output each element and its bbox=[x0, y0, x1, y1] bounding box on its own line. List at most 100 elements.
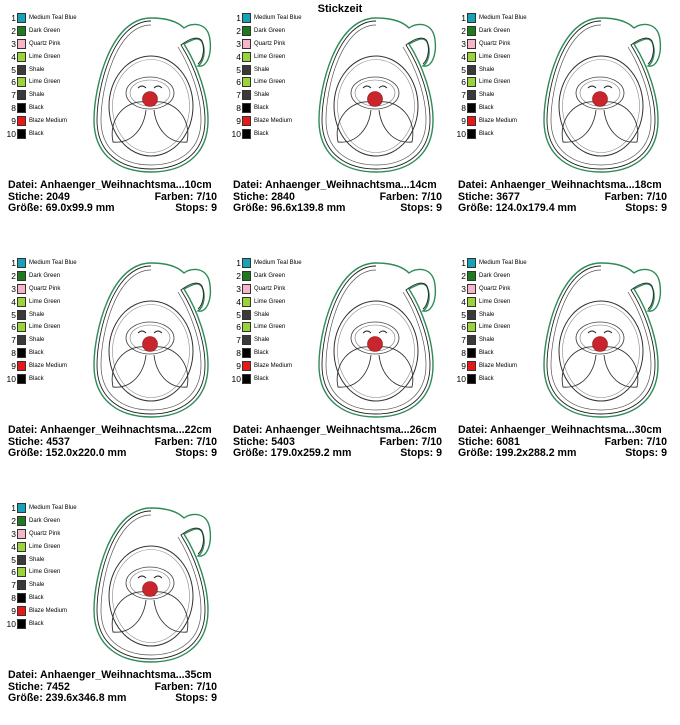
color-swatch bbox=[242, 38, 251, 49]
legend-color-name: Blaze Medium bbox=[29, 607, 68, 614]
legend-number: 2 bbox=[11, 271, 16, 282]
color-swatch bbox=[17, 335, 26, 346]
color-swatch bbox=[242, 283, 251, 294]
legend-item: 5 Shale bbox=[4, 308, 77, 321]
legend-item: 1 Medium Teal Blue bbox=[229, 257, 302, 270]
legend-item: 10 Black bbox=[229, 127, 302, 140]
legend-number: 5 bbox=[11, 554, 16, 565]
legend-item: 10 Black bbox=[454, 127, 527, 140]
color-swatch bbox=[242, 335, 251, 346]
legend-item: 4 Lime Green bbox=[454, 50, 527, 63]
legend-color-name: Lime Green bbox=[479, 79, 511, 86]
color-legend: 1 Medium Teal Blue 2 Dark Green 3 Quartz Pink… bbox=[454, 12, 527, 140]
design-card: 1 Medium Teal Blue 2 Dark Green 3 Quartz Pink… bbox=[0, 0, 224, 235]
color-count: Farben: 7/10 bbox=[604, 435, 667, 448]
design-size: Größe: 179.0x259.2 mm bbox=[233, 447, 352, 460]
color-swatch bbox=[17, 115, 26, 126]
embroidery-design-preview bbox=[318, 17, 437, 173]
stitch-count: Stiche: 6081 bbox=[458, 435, 520, 448]
legend-item: 8 Black bbox=[229, 102, 302, 115]
legend-number: 4 bbox=[236, 51, 241, 62]
legend-item: 7 Shale bbox=[454, 89, 527, 102]
color-swatch bbox=[17, 128, 26, 139]
legend-color-name: Dark Green bbox=[29, 518, 61, 525]
legend-number: 3 bbox=[11, 528, 16, 539]
color-swatch bbox=[17, 102, 26, 113]
legend-color-name: Shale bbox=[254, 92, 270, 99]
legend-item: 8 Black bbox=[4, 347, 77, 360]
legend-number: 5 bbox=[236, 64, 241, 75]
color-swatch bbox=[467, 373, 476, 384]
legend-number: 8 bbox=[461, 102, 466, 113]
color-swatch bbox=[242, 13, 251, 24]
legend-color-name: Shale bbox=[479, 337, 495, 344]
legend-color-name: Black bbox=[29, 104, 44, 111]
color-swatch bbox=[17, 503, 26, 514]
legend-item: 6 Lime Green bbox=[454, 76, 527, 89]
legend-item: 6 Lime Green bbox=[229, 321, 302, 334]
design-info: Datei: Anhaenger_Weihnachtsma...10cm Sti… bbox=[8, 179, 217, 215]
legend-color-name: Dark Green bbox=[254, 28, 286, 35]
stitch-count: Stiche: 7452 bbox=[8, 680, 70, 693]
legend-color-name: Black bbox=[29, 349, 44, 356]
color-swatch bbox=[17, 360, 26, 371]
legend-number: 10 bbox=[6, 618, 16, 629]
legend-number: 5 bbox=[461, 309, 466, 320]
legend-color-name: Lime Green bbox=[254, 79, 286, 86]
legend-item: 5 Shale bbox=[4, 553, 77, 566]
stitch-count: Stiche: 2049 bbox=[8, 190, 70, 203]
legend-item: 10 Black bbox=[4, 372, 77, 385]
legend-number: 2 bbox=[236, 26, 241, 37]
legend-number: 4 bbox=[11, 296, 16, 307]
legend-item: 3 Quartz Pink bbox=[229, 38, 302, 51]
color-swatch bbox=[242, 77, 251, 88]
color-swatch bbox=[467, 258, 476, 269]
legend-number: 6 bbox=[236, 322, 241, 333]
legend-number: 5 bbox=[461, 64, 466, 75]
embroidery-design-preview bbox=[543, 262, 662, 418]
color-swatch bbox=[17, 567, 26, 578]
color-swatch bbox=[467, 77, 476, 88]
color-swatch bbox=[242, 296, 251, 307]
color-swatch bbox=[242, 309, 251, 320]
legend-color-name: Shale bbox=[254, 66, 270, 73]
color-swatch bbox=[17, 90, 26, 101]
legend-item: 9 Blaze Medium bbox=[4, 114, 77, 127]
legend-item: 4 Lime Green bbox=[4, 295, 77, 308]
legend-number: 9 bbox=[236, 115, 241, 126]
color-swatch bbox=[17, 38, 26, 49]
legend-number: 10 bbox=[456, 128, 466, 139]
design-card: 1 Medium Teal Blue 2 Dark Green 3 Quartz Pink… bbox=[0, 245, 224, 480]
design-info: Datei: Anhaenger_Weihnachtsma...14cm Sti… bbox=[233, 179, 442, 215]
legend-number: 9 bbox=[461, 360, 466, 371]
embroidery-design-preview bbox=[318, 262, 437, 418]
legend-color-name: Shale bbox=[29, 92, 45, 99]
legend-number: 2 bbox=[11, 26, 16, 37]
color-legend: 1 Medium Teal Blue 2 Dark Green 3 Quartz Pink… bbox=[454, 257, 527, 385]
legend-number: 3 bbox=[236, 283, 241, 294]
design-info: Datei: Anhaenger_Weihnachtsma...30cm Sti… bbox=[458, 424, 667, 460]
legend-item: 3 Quartz Pink bbox=[4, 528, 77, 541]
legend-color-name: Black bbox=[254, 130, 269, 137]
legend-number: 8 bbox=[461, 347, 466, 358]
legend-item: 2 Dark Green bbox=[229, 270, 302, 283]
color-swatch bbox=[17, 283, 26, 294]
design-info: Datei: Anhaenger_Weihnachtsma...26cm Sti… bbox=[233, 424, 442, 460]
color-swatch bbox=[242, 373, 251, 384]
legend-item: 4 Lime Green bbox=[4, 540, 77, 553]
design-card: 1 Medium Teal Blue 2 Dark Green 3 Quartz Pink… bbox=[450, 0, 674, 235]
design-info: Datei: Anhaenger_Weihnachtsma...18cm Sti… bbox=[458, 179, 667, 215]
file-name: Datei: Anhaenger_Weihnachtsma...18cm bbox=[458, 179, 662, 191]
legend-item: 5 Shale bbox=[454, 308, 527, 321]
legend-item: 2 Dark Green bbox=[454, 25, 527, 38]
legend-item: 9 Blaze Medium bbox=[229, 359, 302, 372]
legend-number: 8 bbox=[236, 347, 241, 358]
color-swatch bbox=[242, 64, 251, 75]
legend-number: 7 bbox=[11, 90, 16, 101]
stop-count: Stops: 9 bbox=[400, 447, 442, 460]
legend-number: 3 bbox=[461, 38, 466, 49]
legend-color-name: Quartz Pink bbox=[29, 530, 61, 537]
legend-color-name: Lime Green bbox=[254, 324, 286, 331]
color-swatch bbox=[467, 360, 476, 371]
embroidery-design-preview bbox=[543, 17, 662, 173]
